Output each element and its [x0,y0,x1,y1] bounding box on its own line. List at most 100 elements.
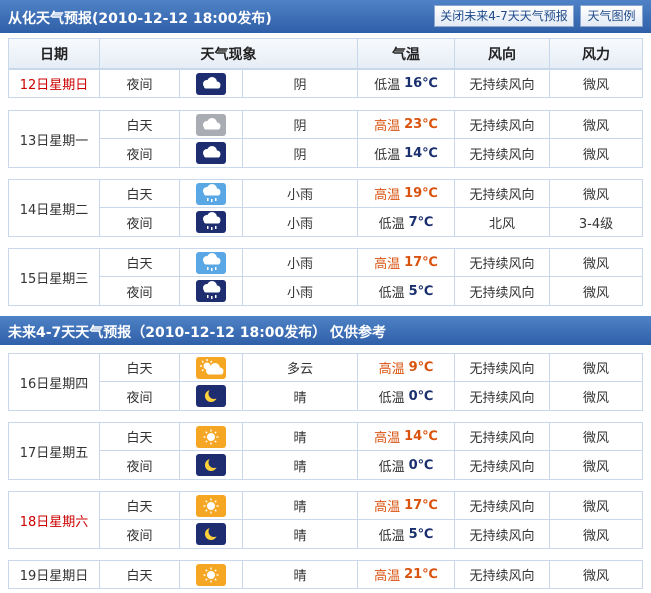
wind-force-cell: 微风 [550,491,643,520]
wind-force-cell: 微风 [550,277,643,306]
temperature-value: 5℃ [408,526,434,542]
wind-direction-cell: 无持续风向 [455,248,550,277]
wind-force-cell: 微风 [550,560,643,589]
temperature-value: 16℃ [404,76,438,91]
period-cell: 白天 [100,491,180,520]
temperature-cell: 高温 14℃ [358,422,455,451]
wind-force-cell: 微风 [550,69,643,98]
weather-icon [180,110,243,139]
wind-force-cell: 微风 [550,451,643,480]
period-cell: 夜间 [100,451,180,480]
temperature-cell: 高温 9℃ [358,353,455,382]
date-cell: 19日星期日 [8,560,100,589]
weather-icon [180,208,243,237]
temperature-value: 9℃ [408,360,434,375]
temperature-value: 14℃ [404,429,438,444]
weather-icon [180,277,243,306]
temperature-cell: 高温 19℃ [358,179,455,208]
temperature-value: 21℃ [404,567,438,582]
weather-cell: 阴 [243,139,358,168]
weather-cell: 多云 [243,353,358,382]
weather-cell: 晴 [243,560,358,589]
wind-direction-cell: 无持续风向 [455,110,550,139]
weather-icon [180,353,243,382]
wind-force-cell: 微风 [550,382,643,411]
wind-direction-cell: 无持续风向 [455,353,550,382]
column-header: 风向 [455,38,550,69]
temperature-label: 高温 [374,257,401,272]
weather-cell: 小雨 [243,208,358,237]
temperature-label: 低温 [378,285,405,301]
period-cell: 夜间 [100,520,180,549]
wind-direction-cell: 无持续风向 [455,422,550,451]
extended-note: 仅供参考 [330,325,386,341]
temperature-cell: 低温 0℃ [358,382,455,411]
wind-direction-cell: 无持续风向 [455,520,550,549]
title-bar: 从化天气预报(2010-12-12 18:00发布) 关闭未来4-7天天气预报 … [0,0,651,33]
weather-icon [180,248,243,277]
wind-direction-cell: 无持续风向 [455,491,550,520]
temperature-value: 7℃ [408,214,434,230]
weather-icon [180,560,243,589]
weather-cell: 晴 [243,520,358,549]
wind-force-cell: 微风 [550,179,643,208]
wind-force-cell: 微风 [550,353,643,382]
temperature-label: 高温 [374,188,401,203]
period-cell: 白天 [100,422,180,451]
temperature-cell: 低温 5℃ [358,520,455,549]
extended-bar: 未来4-7天天气预报（2010-12-12 18:00发布） 仅供参考 [0,316,651,345]
wind-direction-cell: 无持续风向 [455,382,550,411]
wind-direction-cell: 无持续风向 [455,139,550,168]
temperature-label: 低温 [378,459,405,475]
weather-cell: 晴 [243,382,358,411]
wind-direction-cell: 无持续风向 [455,179,550,208]
wind-force-cell: 微风 [550,248,643,277]
temperature-label: 低温 [374,147,401,163]
weather-icon [180,179,243,208]
close-extended-button[interactable]: 关闭未来4-7天天气预报 [434,5,574,27]
temperature-cell: 低温 5℃ [358,277,455,306]
temperature-cell: 低温 0℃ [358,451,455,480]
weather-cell: 小雨 [243,277,358,306]
wind-direction-cell: 北风 [455,208,550,237]
period-cell: 白天 [100,353,180,382]
weather-icon [180,422,243,451]
column-header: 气温 [358,38,455,69]
wind-force-cell: 微风 [550,139,643,168]
wind-direction-cell: 无持续风向 [455,560,550,589]
date-cell: 14日星期二 [8,179,100,237]
extended-title: 未来4-7天天气预报（2010-12-12 18:00发布） [8,325,327,341]
temperature-cell: 高温 21℃ [358,560,455,589]
wind-direction-cell: 无持续风向 [455,69,550,98]
temperature-label: 高温 [374,119,401,134]
temperature-cell: 高温 17℃ [358,248,455,277]
period-cell: 白天 [100,179,180,208]
temperature-value: 5℃ [408,283,434,299]
column-header: 日期 [8,38,100,69]
temperature-value: 19℃ [404,186,438,201]
temperature-label: 低温 [378,216,405,232]
column-header: 风力 [550,38,643,69]
temperature-cell: 高温 17℃ [358,491,455,520]
temperature-label: 低温 [378,528,405,544]
weather-icon [180,520,243,549]
period-cell: 夜间 [100,382,180,411]
period-cell: 夜间 [100,208,180,237]
temperature-cell: 低温 7℃ [358,208,455,237]
temperature-cell: 低温 16℃ [358,69,455,98]
legend-button[interactable]: 天气图例 [580,5,643,27]
period-cell: 夜间 [100,139,180,168]
period-cell: 夜间 [100,277,180,306]
period-cell: 夜间 [100,69,180,98]
temperature-label: 高温 [374,431,401,446]
temperature-value: 17℃ [404,498,438,513]
weather-cell: 阴 [243,110,358,139]
weather-cell: 晴 [243,451,358,480]
temperature-label: 高温 [374,569,401,584]
temperature-value: 0℃ [408,457,434,473]
weather-cell: 晴 [243,491,358,520]
date-cell: 12日星期日 [8,69,100,98]
period-cell: 白天 [100,248,180,277]
temperature-value: 17℃ [404,255,438,270]
